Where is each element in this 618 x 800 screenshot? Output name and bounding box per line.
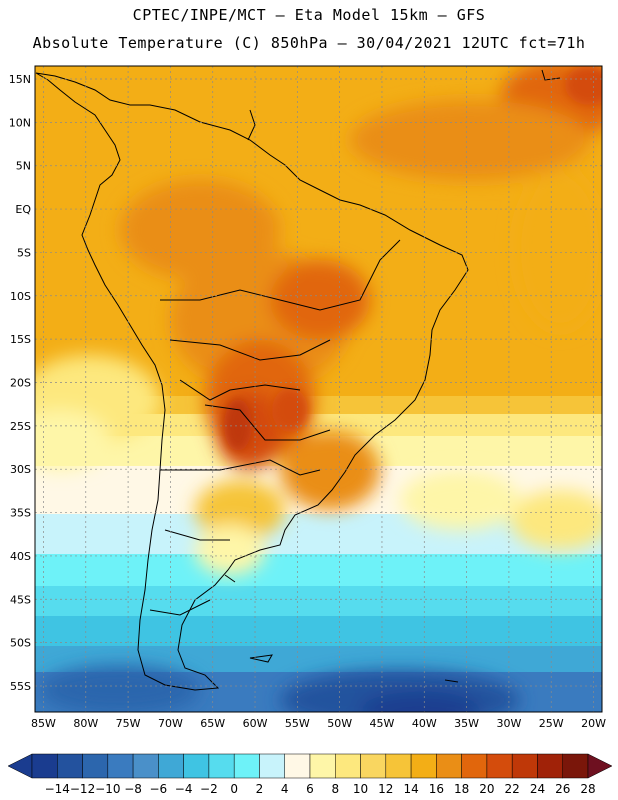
colorbar bbox=[7, 753, 613, 779]
longitude-labels: 85W 80W 75W 70W 65W 60W 55W 50W 45W 40W 35W 30W 25W 2… bbox=[31, 717, 606, 730]
colorbar-arrow-high bbox=[587, 753, 613, 779]
colorbar-label: 6 bbox=[306, 782, 314, 796]
lat-label: 5S bbox=[17, 246, 31, 259]
colorbar-arrow-low bbox=[7, 753, 33, 779]
lat-label: 35S bbox=[10, 507, 31, 520]
colorbar-label: 12 bbox=[378, 782, 393, 796]
coastline bbox=[35, 69, 561, 691]
lon-label: 20W bbox=[581, 717, 606, 730]
colorbar-label: 18 bbox=[454, 782, 469, 796]
lat-label: 5N bbox=[16, 160, 31, 173]
title-variable: Absolute Temperature (C) 850hPa – 30/04/… bbox=[32, 34, 586, 52]
colorbar-label: 16 bbox=[429, 782, 444, 796]
lon-label: 30W bbox=[496, 717, 521, 730]
lat-label: 20S bbox=[10, 376, 31, 389]
lat-label: 25S bbox=[10, 420, 31, 433]
colorbar-swatch bbox=[82, 753, 109, 779]
lon-label: 45W bbox=[370, 717, 395, 730]
colorbar-swatch bbox=[537, 753, 563, 779]
colorbar-label: 24 bbox=[530, 782, 545, 796]
colorbar-swatch bbox=[461, 753, 488, 779]
lon-label: 65W bbox=[200, 717, 225, 730]
colorbar-swatch bbox=[486, 753, 513, 779]
lat-label: 55S bbox=[10, 680, 31, 693]
lon-label: 80W bbox=[73, 717, 98, 730]
map-frame bbox=[34, 65, 603, 713]
lat-label: EQ bbox=[15, 203, 31, 216]
lat-label: 40S bbox=[10, 550, 31, 563]
colorbar-label: −8 bbox=[124, 782, 142, 796]
colorbar-label: −4 bbox=[175, 782, 193, 796]
colorbar-swatch bbox=[259, 753, 285, 779]
lon-label: 40W bbox=[412, 717, 437, 730]
colorbar-label: 28 bbox=[580, 782, 595, 796]
lat-label: 30S bbox=[10, 463, 31, 476]
lat-label: 10S bbox=[10, 290, 31, 303]
lat-label: 10N bbox=[9, 116, 31, 129]
colorbar-label: 26 bbox=[555, 782, 570, 796]
colorbar-label: −14 bbox=[45, 782, 70, 796]
lon-label: 70W bbox=[158, 717, 183, 730]
colorbar-swatch bbox=[309, 753, 336, 779]
lon-label: 55W bbox=[285, 717, 310, 730]
colorbar-label: −10 bbox=[95, 782, 120, 796]
colorbar-swatch bbox=[31, 753, 58, 779]
title-model: CPTEC/INPE/MCT – Eta Model 15km – GFS bbox=[132, 6, 486, 24]
lon-label: 75W bbox=[116, 717, 141, 730]
lat-label: 50S bbox=[10, 637, 31, 650]
colorbar-swatch bbox=[410, 753, 437, 779]
colorbar-swatch bbox=[385, 753, 412, 779]
lon-label: 85W bbox=[31, 717, 56, 730]
colorbar-swatch bbox=[562, 753, 589, 779]
lon-label: 25W bbox=[539, 717, 564, 730]
colorbar-labels: −14 −12 −10 −8 −6 −4 −2 0 2 4 6 8 10 12 14 16 18 20 22 24 26… bbox=[45, 782, 596, 796]
colorbar-swatch bbox=[158, 753, 184, 779]
lon-label: 50W bbox=[327, 717, 352, 730]
colorbar-label: 8 bbox=[331, 782, 339, 796]
lat-label: 45S bbox=[10, 593, 31, 606]
colorbar-label: 4 bbox=[281, 782, 289, 796]
colorbar-swatch bbox=[284, 753, 311, 779]
colorbar-swatch bbox=[57, 753, 83, 779]
colorbar-swatch bbox=[183, 753, 210, 779]
colorbar-label: 0 bbox=[230, 782, 238, 796]
colorbar-swatch bbox=[233, 753, 260, 779]
colorbar-label: 10 bbox=[353, 782, 368, 796]
lon-label: 60W bbox=[243, 717, 268, 730]
lat-label: 15S bbox=[10, 333, 31, 346]
colorbar-label: −12 bbox=[70, 782, 95, 796]
temperature-field bbox=[35, 66, 602, 712]
colorbar-swatch bbox=[132, 753, 159, 779]
lat-label: 15N bbox=[9, 73, 31, 86]
colorbar-swatch bbox=[511, 753, 538, 779]
colorbar-swatch bbox=[436, 753, 462, 779]
colorbar-label: 14 bbox=[403, 782, 418, 796]
colorbar-label: 22 bbox=[505, 782, 520, 796]
colorbar-swatch bbox=[107, 753, 134, 779]
colorbar-swatch bbox=[335, 753, 361, 779]
colorbar-label: 20 bbox=[479, 782, 494, 796]
colorbar-label: 2 bbox=[256, 782, 264, 796]
latitude-labels: 15N 10N 5N EQ 5S 10S 15S 20S 25S 30S 35S 40S 45S 50S 5… bbox=[9, 73, 32, 693]
colorbar-label: −2 bbox=[200, 782, 218, 796]
colorbar-label: −6 bbox=[150, 782, 168, 796]
lon-label: 35W bbox=[454, 717, 479, 730]
colorbar-swatch bbox=[208, 753, 235, 779]
colorbar-swatch bbox=[360, 753, 387, 779]
